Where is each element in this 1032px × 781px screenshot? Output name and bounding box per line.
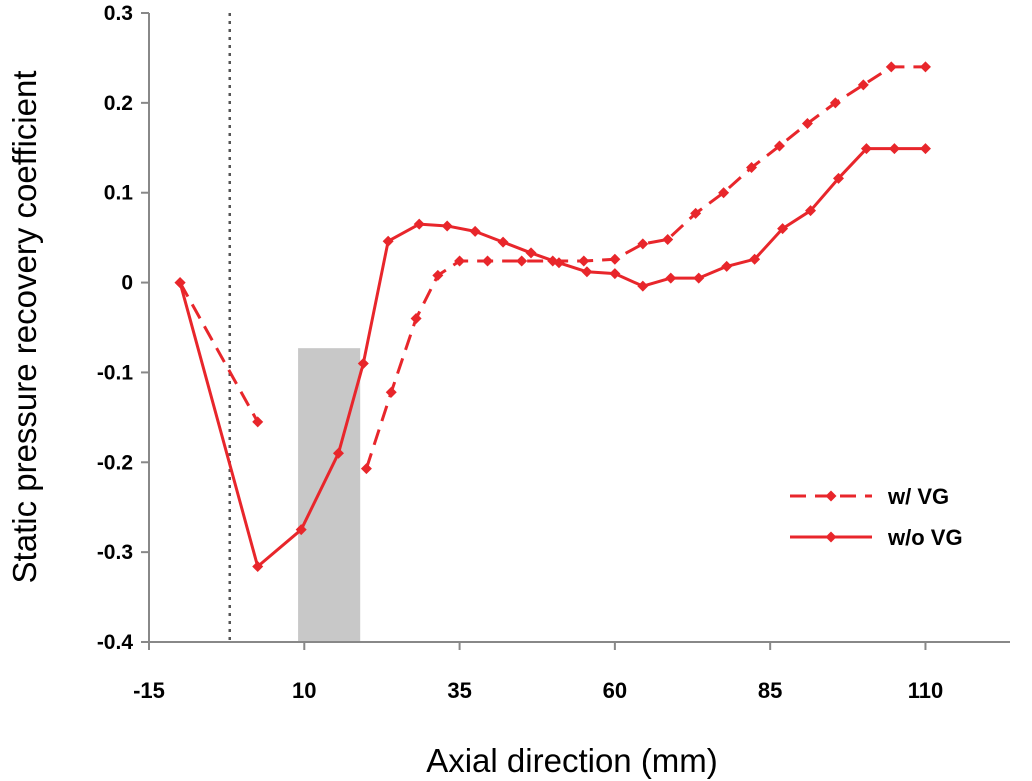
data-point bbox=[252, 416, 264, 428]
data-point bbox=[295, 524, 307, 536]
data-point bbox=[773, 140, 785, 152]
data-point bbox=[413, 218, 425, 230]
data-point bbox=[410, 313, 422, 325]
data-point bbox=[888, 143, 900, 155]
data-point bbox=[482, 255, 494, 267]
y-tick-label: -0.3 bbox=[97, 541, 133, 564]
data-point bbox=[382, 235, 394, 247]
data-point bbox=[721, 260, 733, 272]
data-point bbox=[252, 561, 264, 573]
y-axis-title: Static pressure recovery coefficient bbox=[6, 71, 43, 584]
y-tick-label: -0.1 bbox=[97, 361, 134, 384]
data-point bbox=[693, 272, 705, 284]
series-line bbox=[364, 65, 926, 470]
x-tick-label: 110 bbox=[908, 678, 944, 703]
legend-label-w-o-vg: w/o VG bbox=[887, 525, 963, 550]
series-w-vg bbox=[174, 61, 931, 475]
legend: w/ VG w/o VG bbox=[790, 484, 963, 550]
data-point bbox=[801, 118, 813, 130]
data-point bbox=[718, 187, 730, 199]
data-point bbox=[454, 255, 466, 267]
data-point bbox=[578, 255, 590, 267]
y-tick-label: 0 bbox=[121, 272, 133, 295]
y-tick-label: -0.2 bbox=[97, 451, 133, 474]
x-tick-label: 35 bbox=[447, 678, 471, 703]
data-point bbox=[832, 172, 844, 184]
x-ticks: -15 10 35 60 85 110 bbox=[133, 642, 943, 703]
data-point bbox=[690, 207, 702, 219]
data-point bbox=[637, 238, 649, 250]
data-point bbox=[609, 253, 621, 265]
data-point bbox=[357, 357, 369, 369]
data-point bbox=[174, 277, 186, 289]
x-tick-label: 60 bbox=[603, 678, 627, 703]
data-point bbox=[432, 269, 444, 281]
data-point bbox=[469, 225, 481, 237]
data-point bbox=[360, 463, 372, 475]
data-point bbox=[746, 162, 758, 174]
data-point bbox=[497, 236, 509, 248]
legend-marker-w-vg bbox=[825, 490, 837, 502]
data-point bbox=[441, 220, 453, 232]
y-tick-label: 0.2 bbox=[104, 92, 133, 115]
data-point bbox=[581, 266, 593, 278]
data-point bbox=[777, 223, 789, 235]
x-tick-label: 10 bbox=[292, 678, 316, 703]
data-point bbox=[662, 233, 674, 245]
data-point bbox=[637, 280, 649, 292]
data-point bbox=[332, 447, 344, 459]
y-tick-label: 0.1 bbox=[104, 182, 134, 205]
data-point bbox=[525, 247, 537, 259]
legend-marker-w-o-vg bbox=[825, 531, 837, 543]
data-point bbox=[385, 386, 397, 398]
data-point bbox=[609, 268, 621, 280]
series-line bbox=[178, 281, 260, 423]
data-point bbox=[749, 253, 761, 265]
series-layer bbox=[174, 61, 931, 573]
x-tick-label: -15 bbox=[133, 678, 165, 703]
shaded-region bbox=[298, 348, 361, 642]
data-point bbox=[553, 257, 565, 269]
y-ticks: 0.3 0.2 0.1 0 -0.1 -0.2 -0.3 -0.4 bbox=[97, 2, 149, 654]
y-tick-label: -0.4 bbox=[97, 631, 134, 654]
series-w-o-vg bbox=[174, 143, 931, 573]
data-point bbox=[857, 79, 869, 91]
y-tick-label: 0.3 bbox=[104, 2, 133, 25]
data-point bbox=[860, 143, 872, 155]
data-point bbox=[829, 97, 841, 109]
x-axis-title: Axial direction (mm) bbox=[426, 742, 718, 779]
data-point bbox=[919, 61, 931, 73]
legend-label-w-vg: w/ VG bbox=[887, 484, 949, 509]
x-tick-label: 85 bbox=[758, 678, 782, 703]
data-point bbox=[919, 143, 931, 155]
data-point bbox=[885, 61, 897, 73]
data-point bbox=[665, 272, 677, 284]
data-point bbox=[805, 205, 817, 217]
data-point bbox=[516, 255, 528, 267]
